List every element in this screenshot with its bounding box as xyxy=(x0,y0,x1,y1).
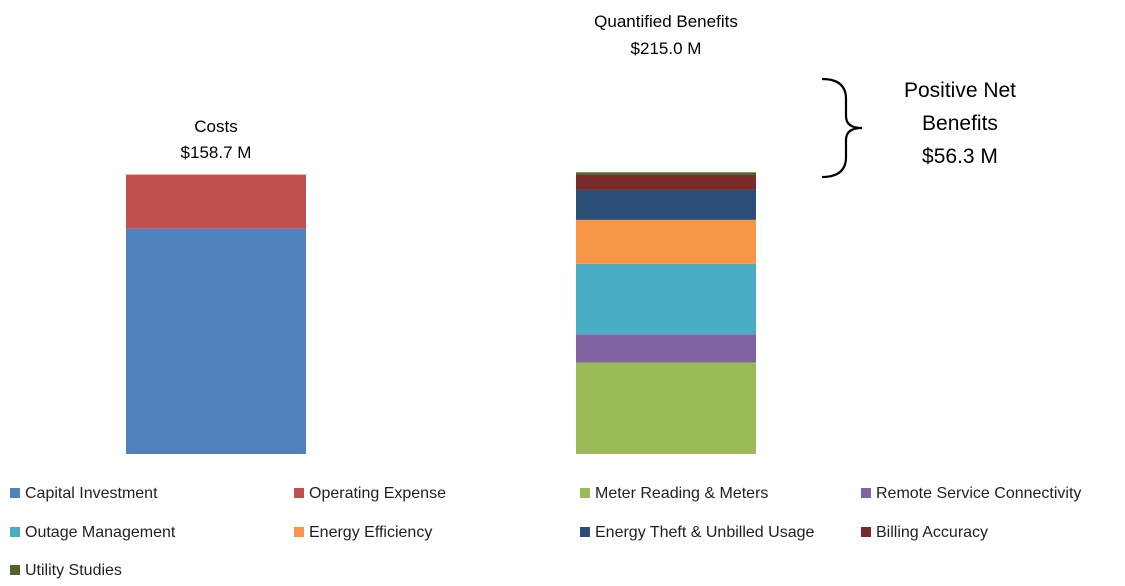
bar-segment-operating-expense xyxy=(126,174,306,229)
bar-segment-energy-efficiency xyxy=(576,219,756,264)
bar-segment-outage-management xyxy=(576,263,756,335)
legend-item-remote-service-connectivity: Remote Service Connectivity xyxy=(861,485,1081,502)
legend-swatch-icon xyxy=(10,565,20,575)
bar-labels-layer: Costs $158.7 M Quantified Benefits $215.… xyxy=(181,12,738,162)
legend-swatch-icon xyxy=(10,527,20,537)
legend-swatch-icon xyxy=(861,527,871,537)
bars-layer xyxy=(126,172,756,454)
legend-label: Energy Efficiency xyxy=(309,524,432,541)
legend-label: Energy Theft & Unbilled Usage xyxy=(595,524,814,541)
bar-segment-energy-theft-unbilled-usage xyxy=(576,189,756,220)
legend: Capital Investment Operating Expense Meter… xyxy=(10,485,1081,579)
bar-segment-capital-investment xyxy=(126,228,306,454)
bar-segment-utility-studies xyxy=(576,172,756,175)
legend-swatch-icon xyxy=(10,488,20,498)
legend-item-capital-investment: Capital Investment xyxy=(10,485,158,502)
legend-label: Capital Investment xyxy=(25,485,158,502)
legend-label: Billing Accuracy xyxy=(876,524,988,541)
curly-brace-icon xyxy=(821,77,863,179)
legend-item-billing-accuracy: Billing Accuracy xyxy=(861,524,988,541)
legend-swatch-icon xyxy=(580,488,590,498)
benefits-total-label: $215.0 M xyxy=(631,39,702,58)
legend-label: Outage Management xyxy=(25,524,176,541)
legend-swatch-icon xyxy=(294,527,304,537)
legend-swatch-icon xyxy=(580,527,590,537)
legend-swatch-icon xyxy=(861,488,871,498)
net-benefits-line2: Benefits xyxy=(922,112,998,135)
net-benefit-annotation: Positive Net Benefits $56.3 M xyxy=(821,77,1016,179)
legend-swatch-icon xyxy=(294,488,304,498)
legend-item-utility-studies: Utility Studies xyxy=(10,562,122,579)
bar-segment-meter-reading-meters xyxy=(576,362,756,454)
net-benefits-line1: Positive Net xyxy=(904,79,1016,102)
net-benefits-line3: $56.3 M xyxy=(922,145,998,168)
legend-label: Meter Reading & Meters xyxy=(595,485,768,502)
legend-item-energy-efficiency: Energy Efficiency xyxy=(294,524,432,541)
legend-label: Utility Studies xyxy=(25,562,122,579)
legend-item-operating-expense: Operating Expense xyxy=(294,485,446,502)
costs-title-label: Costs xyxy=(194,117,237,136)
costs-total-label: $158.7 M xyxy=(181,143,252,162)
legend-item-energy-theft-unbilled-usage: Energy Theft & Unbilled Usage xyxy=(580,524,814,541)
legend-label: Remote Service Connectivity xyxy=(876,485,1081,502)
bar-segment-remote-service-connectivity xyxy=(576,334,756,363)
legend-item-meter-reading-meters: Meter Reading & Meters xyxy=(580,485,768,502)
legend-item-outage-management: Outage Management xyxy=(10,524,176,541)
benefits-title-label: Quantified Benefits xyxy=(594,12,738,31)
bar-segment-billing-accuracy xyxy=(576,174,756,190)
legend-label: Operating Expense xyxy=(309,485,446,502)
